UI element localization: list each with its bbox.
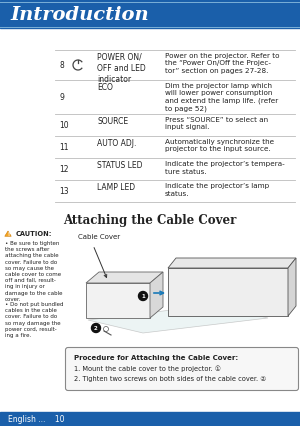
Bar bbox=[0, 0, 300, 28]
Text: 13: 13 bbox=[59, 187, 69, 196]
Text: SOURCE: SOURCE bbox=[97, 117, 128, 126]
Text: AUTO ADJ.: AUTO ADJ. bbox=[97, 139, 136, 148]
Text: 1: 1 bbox=[141, 294, 145, 299]
Text: Power on the projector. Refer to
the “Power On/Off the Projec-
tor” section on p: Power on the projector. Refer to the “Po… bbox=[165, 53, 280, 74]
Polygon shape bbox=[5, 231, 11, 236]
Text: English ...    10: English ... 10 bbox=[8, 414, 64, 423]
Polygon shape bbox=[86, 272, 163, 283]
Text: 2. Tighten two screws on both sides of the cable cover. ②: 2. Tighten two screws on both sides of t… bbox=[74, 376, 266, 382]
Text: 11: 11 bbox=[59, 143, 68, 152]
Text: Introduction: Introduction bbox=[10, 6, 148, 23]
Text: Automatically synchronize the
projector to the input source.: Automatically synchronize the projector … bbox=[165, 139, 274, 153]
FancyBboxPatch shape bbox=[65, 348, 298, 391]
Circle shape bbox=[139, 291, 148, 300]
Text: 9: 9 bbox=[59, 92, 64, 101]
Polygon shape bbox=[288, 258, 296, 316]
Polygon shape bbox=[168, 268, 288, 316]
Text: Dim the projector lamp which
will lower power consumption
and extend the lamp li: Dim the projector lamp which will lower … bbox=[165, 83, 278, 112]
Bar bbox=[0, 412, 300, 426]
Polygon shape bbox=[88, 305, 268, 333]
Polygon shape bbox=[168, 258, 296, 268]
Text: !: ! bbox=[7, 233, 9, 238]
Text: • Do not put bundled
cables in the cable
cover. Failure to do
so may damage the
: • Do not put bundled cables in the cable… bbox=[5, 302, 64, 338]
Text: Indicate the projector’s lamp
status.: Indicate the projector’s lamp status. bbox=[165, 183, 269, 196]
Text: 1. Mount the cable cover to the projector. ①: 1. Mount the cable cover to the projecto… bbox=[74, 365, 221, 371]
Text: LAMP LED: LAMP LED bbox=[97, 183, 135, 192]
Text: ECO: ECO bbox=[97, 83, 113, 92]
Text: • Be sure to tighten
the screws after
attaching the cable
cover. Failure to do
s: • Be sure to tighten the screws after at… bbox=[5, 241, 62, 302]
Text: Procedure for Attaching the Cable Cover:: Procedure for Attaching the Cable Cover: bbox=[74, 355, 238, 361]
Text: POWER ON/
OFF and LED
indicator: POWER ON/ OFF and LED indicator bbox=[97, 53, 146, 84]
Text: Press “SOURCE” to select an
input signal.: Press “SOURCE” to select an input signal… bbox=[165, 117, 268, 130]
Text: CAUTION:: CAUTION: bbox=[16, 231, 52, 237]
Text: 2: 2 bbox=[94, 326, 98, 331]
Polygon shape bbox=[150, 272, 163, 318]
Text: Attaching the Cable Cover: Attaching the Cable Cover bbox=[63, 214, 237, 227]
Text: 8: 8 bbox=[59, 60, 64, 69]
Polygon shape bbox=[86, 283, 150, 318]
Text: Indicate the projector’s tempera-
ture status.: Indicate the projector’s tempera- ture s… bbox=[165, 161, 285, 175]
Text: 12: 12 bbox=[59, 164, 68, 173]
Text: STATUS LED: STATUS LED bbox=[97, 161, 142, 170]
Text: 10: 10 bbox=[59, 121, 69, 130]
Text: Cable Cover: Cable Cover bbox=[78, 234, 120, 240]
Circle shape bbox=[92, 323, 100, 333]
